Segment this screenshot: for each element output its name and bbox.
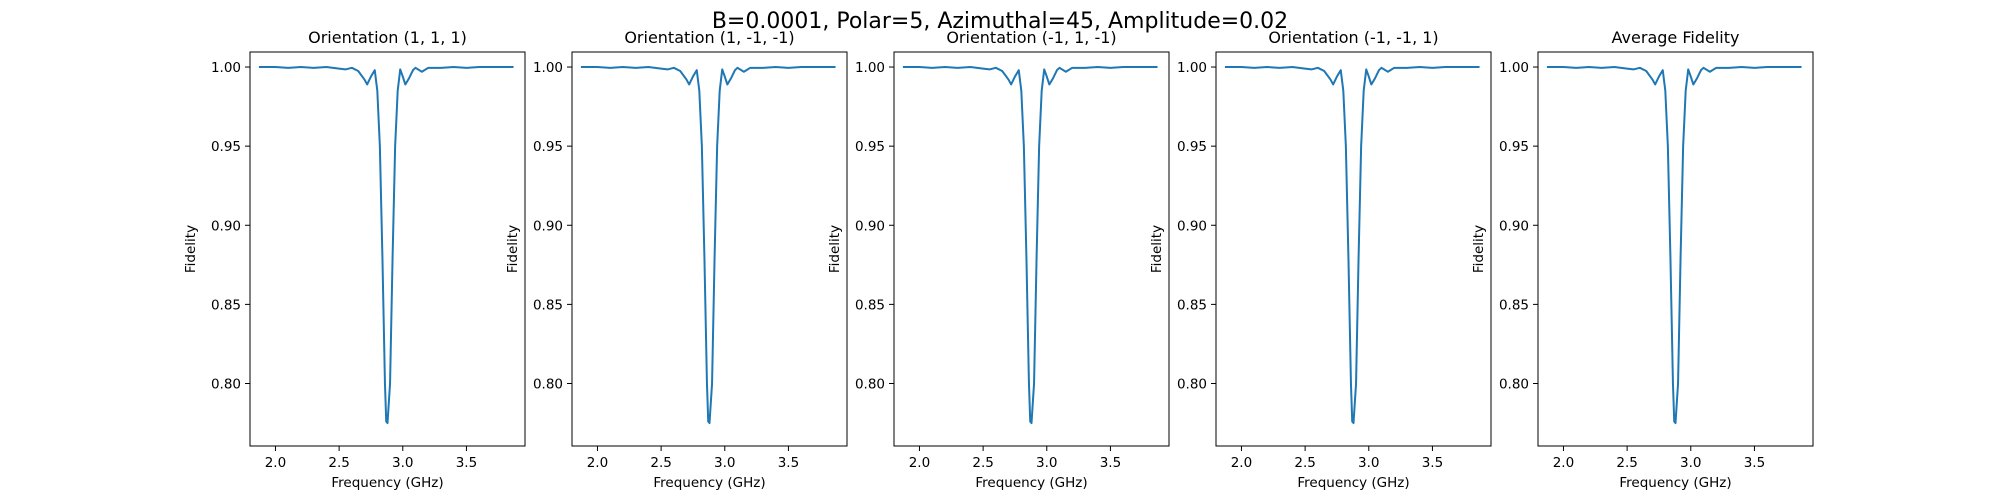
x-tick-label: 2.5: [1616, 455, 1637, 471]
y-axis-label: Fidelity: [1471, 225, 1487, 273]
x-tick-label: 3.0: [1036, 455, 1057, 471]
x-axis-label: Frequency (GHz): [975, 475, 1087, 491]
y-axis-label: Fidelity: [505, 225, 521, 273]
x-tick-label: 2.0: [909, 455, 930, 471]
subplot-title: Orientation (-1, -1, 1): [1268, 28, 1438, 47]
y-tick-label: 0.85: [1177, 297, 1207, 313]
x-tick-label: 2.5: [972, 455, 993, 471]
y-tick-label: 0.90: [533, 218, 563, 234]
x-tick-label: 2.5: [1294, 455, 1315, 471]
y-axis-label: Fidelity: [1149, 225, 1165, 273]
y-tick-label: 0.80: [1177, 376, 1207, 392]
y-tick-label: 0.85: [1499, 297, 1529, 313]
fidelity-line: [258, 66, 514, 425]
y-tick-label: 0.80: [533, 376, 563, 392]
subplot-title: Orientation (1, 1, 1): [308, 28, 467, 47]
y-tick-label: 0.80: [855, 376, 885, 392]
x-tick-label: 2.0: [587, 455, 608, 471]
axes-frame: [1537, 51, 1814, 447]
y-tick-label: 1.00: [1499, 60, 1529, 76]
x-tick-label: 3.0: [714, 455, 735, 471]
figure-suptitle: B=0.0001, Polar=5, Azimuthal=45, Amplitu…: [712, 9, 1288, 34]
x-tick-label: 3.0: [392, 455, 413, 471]
x-axis-label: Frequency (GHz): [1619, 475, 1731, 491]
fidelity-line: [902, 66, 1158, 425]
y-tick-label: 1.00: [855, 60, 885, 76]
subplot-2: Orientation (1, -1, -1) 2.0 2.5 3.0 3.5 0.80 0…: [505, 28, 848, 491]
subplot-3: Orientation (-1, 1, -1) 2.0 2.5 3.0 3.5 0.80 0…: [827, 28, 1170, 491]
subplot-title: Average Fidelity: [1612, 28, 1740, 47]
x-tick-label: 2.0: [265, 455, 286, 471]
y-tick-label: 0.80: [211, 376, 241, 392]
subplot-title: Orientation (1, -1, -1): [624, 28, 794, 47]
x-tick-label: 3.0: [1358, 455, 1379, 471]
x-tick-label: 3.5: [1422, 455, 1443, 471]
axes-frame: [893, 51, 1170, 447]
x-axis-label: Frequency (GHz): [653, 475, 765, 491]
fidelity-line: [1224, 66, 1480, 425]
x-tick-label: 3.5: [1744, 455, 1765, 471]
x-tick-label: 3.5: [778, 455, 799, 471]
y-tick-label: 0.85: [855, 297, 885, 313]
y-tick-label: 1.00: [533, 60, 563, 76]
fidelity-line: [1546, 66, 1802, 425]
y-tick-label: 0.95: [533, 139, 563, 155]
subplot-5: Average Fidelity 2.0 2.5 3.0 3.5 0.80 0.85 0.90…: [1471, 28, 1814, 491]
y-tick-label: 0.90: [1499, 218, 1529, 234]
y-tick-label: 0.85: [211, 297, 241, 313]
axes-frame: [1215, 51, 1492, 447]
y-tick-label: 0.95: [855, 139, 885, 155]
y-tick-label: 0.95: [1177, 139, 1207, 155]
subplot-4: Orientation (-1, -1, 1) 2.0 2.5 3.0 3.5 0.80 0…: [1149, 28, 1492, 491]
x-tick-label: 2.5: [650, 455, 671, 471]
y-tick-label: 0.85: [533, 297, 563, 313]
x-tick-label: 2.5: [328, 455, 349, 471]
x-tick-label: 2.0: [1553, 455, 1574, 471]
x-tick-label: 3.5: [456, 455, 477, 471]
subplot-1: Orientation (1, 1, 1) 2.0 2.5 3.0 3.5 0.80 0.8…: [183, 28, 526, 491]
x-tick-label: 2.0: [1231, 455, 1252, 471]
y-axis-label: Fidelity: [183, 225, 199, 273]
y-tick-label: 0.95: [1499, 139, 1529, 155]
x-axis-label: Frequency (GHz): [1297, 475, 1409, 491]
subplot-grid: Orientation (1, 1, 1) 2.0 2.5 3.0 3.5 0.80 0.8…: [183, 28, 1814, 491]
y-tick-label: 0.90: [1177, 218, 1207, 234]
x-tick-label: 3.5: [1100, 455, 1121, 471]
y-tick-label: 0.90: [211, 218, 241, 234]
subplot-title: Orientation (-1, 1, -1): [946, 28, 1116, 47]
y-tick-label: 0.95: [211, 139, 241, 155]
y-tick-label: 1.00: [1177, 60, 1207, 76]
fidelity-line: [580, 66, 836, 425]
axes-frame: [571, 51, 848, 447]
axes-frame: [249, 51, 526, 447]
x-tick-label: 3.0: [1680, 455, 1701, 471]
y-tick-label: 1.00: [211, 60, 241, 76]
y-tick-label: 0.90: [855, 218, 885, 234]
y-tick-label: 0.80: [1499, 376, 1529, 392]
x-axis-label: Frequency (GHz): [331, 475, 443, 491]
y-axis-label: Fidelity: [827, 225, 843, 273]
